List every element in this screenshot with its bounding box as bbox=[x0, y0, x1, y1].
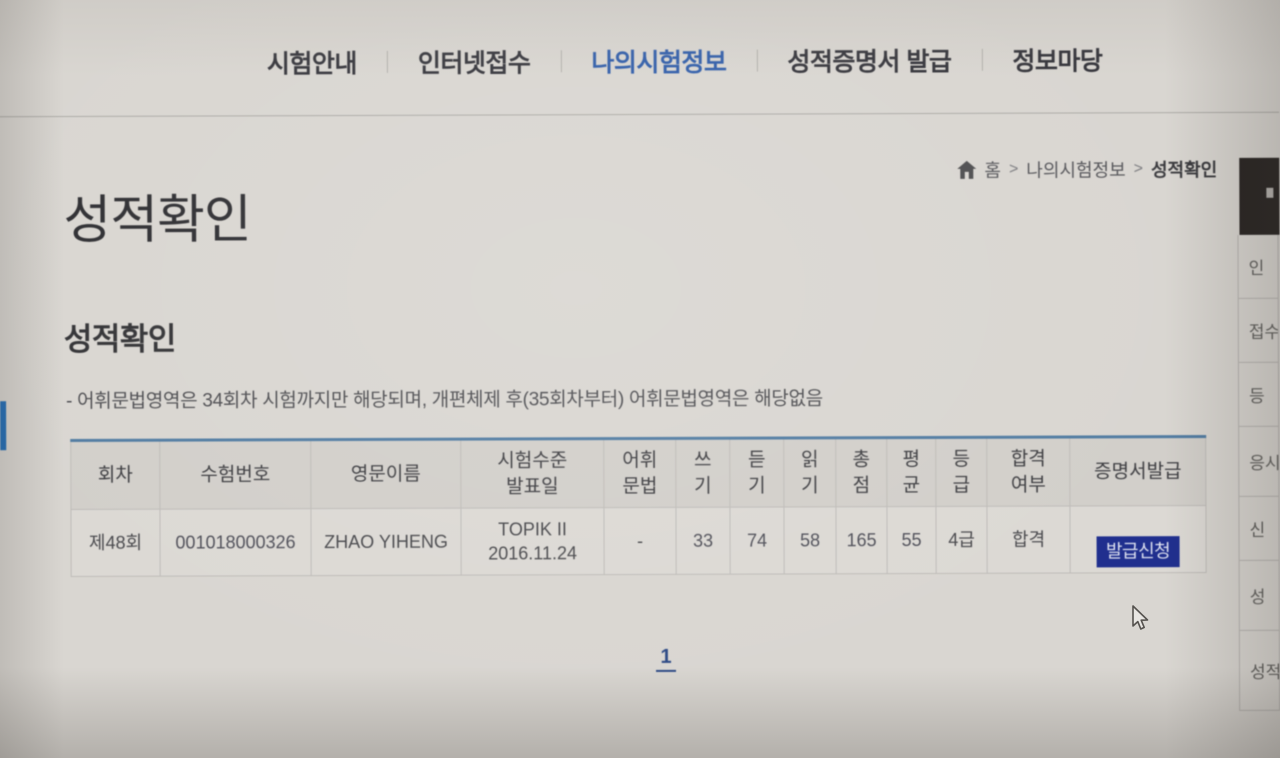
cell-pass-status: 합격 bbox=[986, 505, 1071, 574]
cell-english-name: ZHAO YIHENG bbox=[310, 508, 462, 576]
col-round: 회차 bbox=[70, 440, 160, 510]
nav-item-internet-apply[interactable]: 인터넷접수 bbox=[417, 49, 531, 78]
col-certificate: 증명서발급 bbox=[1069, 436, 1206, 506]
nav-item-certificate-issue[interactable]: 성적증명서 발급 bbox=[787, 47, 952, 77]
cell-round: 제48회 bbox=[70, 509, 161, 577]
top-navigation: 시험안내 인터넷접수 나의시험정보 성적증명서 발급 정보마당 bbox=[237, 36, 1133, 85]
breadcrumb-separator: > bbox=[1008, 160, 1019, 178]
quick-menu-item-1[interactable]: 인 bbox=[1237, 234, 1279, 299]
note-text: - 어휘문법영역은 34회차 시험까지만 해당되며, 개편체제 후(35회차부터… bbox=[66, 388, 823, 413]
col-writing: 쓰 기 bbox=[675, 438, 730, 508]
quick-menu-item-4[interactable]: 응시 bbox=[1238, 426, 1280, 497]
page-title: 성적확인 bbox=[63, 191, 251, 251]
pagination: 1 bbox=[1, 644, 1280, 675]
table-header-row: 회차 수험번호 영문이름 시험수준 발표일 어휘 문법 쓰 기 듣 기 읽 기 … bbox=[70, 436, 1206, 510]
quick-menu-item-3[interactable]: 등 bbox=[1237, 362, 1280, 427]
mouse-cursor-icon bbox=[1126, 604, 1152, 639]
page-link-1[interactable]: 1 bbox=[656, 645, 676, 672]
breadcrumb-separator: > bbox=[1133, 160, 1144, 178]
cell-reading: 58 bbox=[783, 506, 837, 574]
quick-menu-header[interactable] bbox=[1239, 157, 1280, 235]
col-grade: 등 급 bbox=[935, 437, 987, 507]
breadcrumb-section[interactable]: 나의시험정보 bbox=[1026, 160, 1126, 181]
quick-menu-item-6[interactable]: 성 bbox=[1238, 560, 1280, 631]
quick-menu-item-7[interactable]: 성적 bbox=[1238, 630, 1280, 711]
breadcrumb-home[interactable]: 홈 bbox=[984, 160, 1002, 181]
certificate-request-button[interactable]: 발급신청 bbox=[1096, 535, 1180, 568]
nav-item-exam-guide[interactable]: 시험안내 bbox=[266, 49, 357, 79]
cell-average: 55 bbox=[886, 506, 937, 574]
breadcrumb: 홈 > 나의시험정보 > 성적확인 bbox=[0, 156, 1217, 186]
cell-vocab-grammar: - bbox=[603, 507, 677, 575]
nav-item-my-exam-info[interactable]: 나의시험정보 bbox=[591, 48, 727, 78]
home-icon[interactable] bbox=[957, 160, 977, 179]
col-pass-status: 합격 여부 bbox=[986, 437, 1070, 507]
col-vocab-grammar: 어휘 문법 bbox=[603, 438, 676, 508]
left-edge-tab[interactable] bbox=[0, 401, 7, 451]
col-total: 총 점 bbox=[835, 437, 887, 507]
score-table: 회차 수험번호 영문이름 시험수준 발표일 어휘 문법 쓰 기 듣 기 읽 기 … bbox=[70, 435, 1207, 577]
cell-level-date: TOPIK II 2016.11.24 bbox=[460, 507, 605, 576]
quick-menu-icon bbox=[1266, 187, 1274, 198]
breadcrumb-current: 성적확인 bbox=[1150, 159, 1218, 181]
quick-menu: 인 접수 등 응시 신 성 성적 bbox=[1237, 157, 1280, 711]
nav-item-info-board[interactable]: 정보마당 bbox=[1012, 47, 1103, 76]
col-listening: 듣 기 bbox=[729, 437, 784, 508]
header-divider bbox=[0, 111, 1280, 118]
cell-exam-number: 001018000326 bbox=[159, 508, 312, 577]
col-reading: 읽 기 bbox=[783, 437, 836, 507]
cell-total: 165 bbox=[835, 506, 888, 574]
quick-menu-item-5[interactable]: 신 bbox=[1238, 496, 1280, 561]
table-row: 제48회 001018000326 ZHAO YIHENG TOPIK II 2… bbox=[70, 505, 1207, 577]
col-exam-number: 수험번호 bbox=[159, 439, 311, 510]
col-english-name: 영문이름 bbox=[310, 439, 461, 509]
cell-certificate: 발급신청 bbox=[1069, 505, 1207, 573]
col-average: 평 균 bbox=[886, 437, 936, 507]
cell-listening: 74 bbox=[729, 506, 785, 575]
cell-writing: 33 bbox=[675, 507, 731, 575]
quick-menu-item-2[interactable]: 접수 bbox=[1237, 298, 1279, 363]
col-level-date: 시험수준 발표일 bbox=[460, 438, 604, 509]
cell-grade: 4급 bbox=[935, 506, 988, 574]
section-heading: 성적확인 bbox=[63, 321, 177, 358]
